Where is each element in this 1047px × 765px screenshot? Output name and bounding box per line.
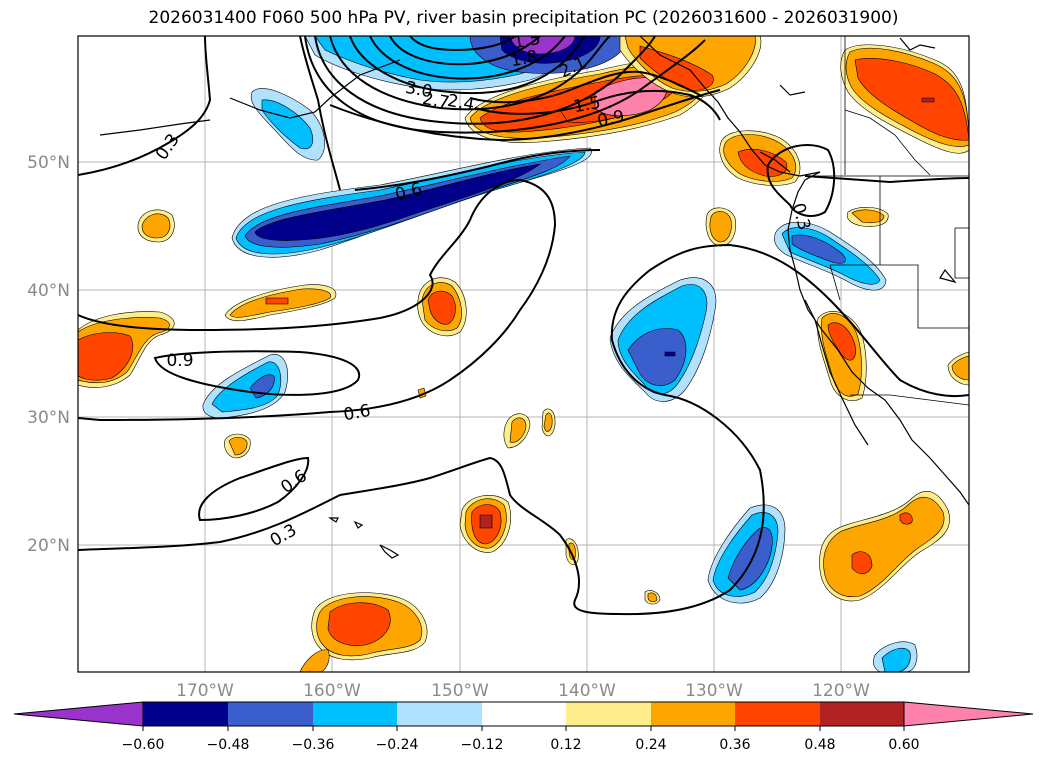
plot-title: 2026031400 F060 500 hPa PV, river basin … <box>148 8 899 28</box>
map-area: 0.3 0.6 0.9 0.6 0.6 0.3 0.9 1.5 2.1 1.8 … <box>78 29 969 672</box>
pv-contours <box>78 36 969 616</box>
colorbar: −0.60 −0.48 −0.36 −0.24 −0.12 0.12 0.24 … <box>13 701 1034 753</box>
lat-label: 40°N <box>27 281 70 301</box>
contour-label: 1.8 <box>509 47 539 71</box>
contour-low-5 <box>409 36 516 52</box>
lat-label: 30°N <box>27 408 70 428</box>
contour-0.9-central <box>153 350 361 396</box>
colorbar-bin <box>566 702 651 726</box>
contour-low-1 <box>329 36 611 111</box>
contour-low-2 <box>349 36 586 95</box>
lon-label: 120°W <box>812 681 870 701</box>
colorbar-bin <box>228 702 313 726</box>
negative-anomalies <box>202 36 918 672</box>
lon-label: 150°W <box>431 681 489 701</box>
colorbar-tick-label: −0.36 <box>292 737 335 753</box>
lon-label: 160°W <box>303 681 361 701</box>
colorbar-bin <box>143 702 228 726</box>
contour-low-7 <box>304 36 706 134</box>
contour-0.6-south <box>198 456 310 522</box>
lat-label: 20°N <box>27 536 70 556</box>
contour-0.6-north <box>354 149 601 191</box>
contour-0.6-central <box>78 178 557 422</box>
contour-label: 2.4 <box>446 91 476 115</box>
contour-low-4 <box>389 36 541 66</box>
colorbar-extend-under <box>13 701 144 727</box>
lon-label: 140°W <box>558 681 616 701</box>
contour-label: 1.5 <box>572 93 602 117</box>
colorbar-extend-over <box>903 701 1034 727</box>
colorbar-tick-label: 0.36 <box>719 737 750 753</box>
colorbar-bin <box>651 702 735 726</box>
borders <box>805 36 969 406</box>
contour-label: 0.6 <box>342 401 372 425</box>
colorbar-tick-label: 0.12 <box>550 737 581 753</box>
map-frame <box>77 35 970 673</box>
colorbar-tick-label: −0.12 <box>461 737 504 753</box>
colorbar-tick-label: 0.48 <box>804 737 835 753</box>
contour-label: 1.5 <box>512 29 542 53</box>
contour-0.3-alaska-arc <box>299 36 341 191</box>
lon-label: 170°W <box>176 681 234 701</box>
contour-label: 3.0 <box>404 78 434 102</box>
longitude-labels: 170°W 160°W 150°W 140°W 130°W 120°W <box>176 681 870 701</box>
colorbar-bin <box>313 702 397 726</box>
latitude-labels: 50°N 40°N 30°N 20°N <box>27 153 70 556</box>
coastlines <box>99 36 969 559</box>
contour-0.3-north <box>78 36 212 176</box>
lon-label: 130°W <box>685 681 743 701</box>
colorbar-tick-label: 0.60 <box>888 737 919 753</box>
contour-0.3-bc <box>766 144 836 217</box>
contour-label: 0.9 <box>166 351 193 371</box>
colorbar-bin <box>482 702 566 726</box>
colorbar-tick-label: 0.24 <box>635 737 666 753</box>
contour-low-3 <box>369 36 566 80</box>
colorbar-tick-label: −0.60 <box>122 737 165 753</box>
contour-label: 2.7 <box>421 89 451 113</box>
colorbar-frame <box>142 701 905 727</box>
colorbar-bin <box>820 702 904 726</box>
contour-low-6 <box>314 36 656 125</box>
colorbar-tick-label: −0.48 <box>207 737 250 753</box>
lat-label: 50°N <box>27 153 70 173</box>
colorbar-bin <box>735 702 820 726</box>
colorbar-bin <box>397 702 482 726</box>
colorbar-tick-label: −0.24 <box>376 737 419 753</box>
positive-anomalies <box>78 36 969 672</box>
contour-0.3-south <box>78 243 969 616</box>
